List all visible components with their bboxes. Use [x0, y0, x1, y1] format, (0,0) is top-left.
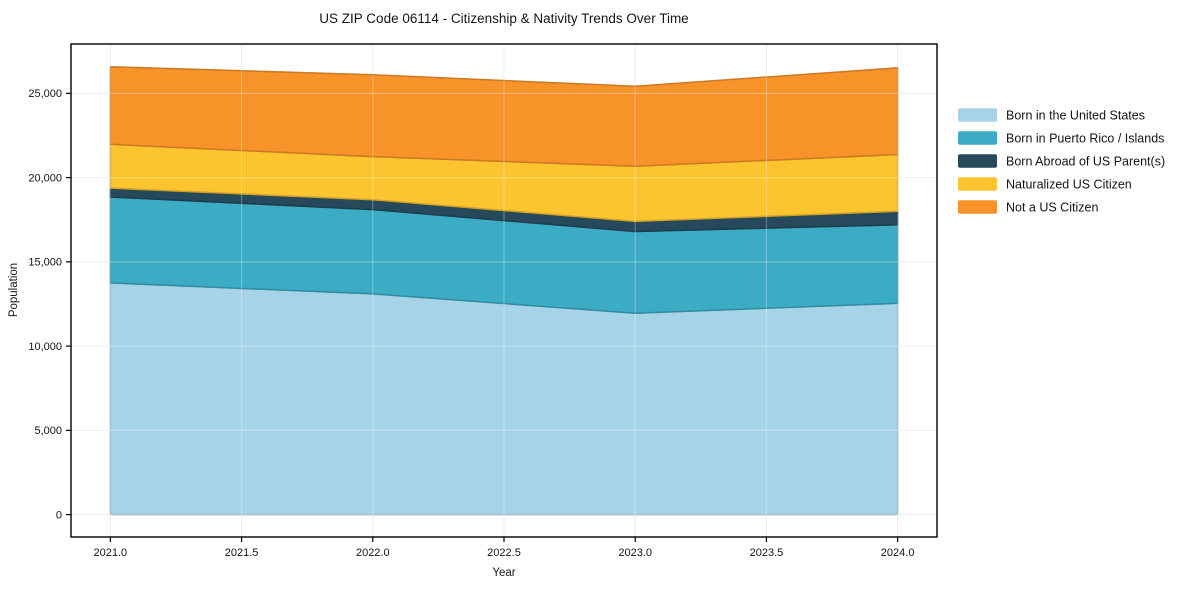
x-axis-ticks: 2021.0 2021.5 2022.0 2022.5 2023.0 2023.5 2024…: [94, 537, 915, 559]
legend-item: Born in Puerto Rico / Islands: [958, 131, 1164, 146]
y-tick-label: 0: [56, 509, 62, 521]
y-tick-label: 10,000: [28, 341, 62, 353]
y-tick-label: 5,000: [34, 425, 62, 437]
y-axis-label: Population: [8, 263, 20, 317]
legend-item: Born Abroad of US Parent(s): [958, 154, 1165, 169]
legend-swatch: [958, 177, 997, 191]
x-tick-label: 2021.5: [225, 547, 259, 559]
legend-swatch: [958, 108, 997, 122]
y-tick-label: 25,000: [28, 88, 62, 100]
x-tick-label: 2022.0: [356, 547, 390, 559]
legend-label: Born in the United States: [1006, 109, 1145, 123]
y-tick-label: 20,000: [28, 172, 62, 184]
chart-title: US ZIP Code 06114 - Citizenship & Nativi…: [319, 11, 688, 26]
x-tick-label: 2021.0: [94, 547, 128, 559]
x-tick-label: 2023.0: [618, 547, 652, 559]
area-not-a-us-citizen: [109, 65, 899, 168]
legend-swatch: [958, 154, 997, 168]
gridline-overlay: [71, 44, 937, 537]
y-tick-label: 15,000: [28, 257, 62, 269]
legend-swatch: [958, 131, 997, 145]
x-tick-label: 2022.5: [487, 547, 521, 559]
x-tick-label: 2024.0: [881, 547, 915, 559]
y-axis-ticks: 0 5,000 10,000 15,000 20,000 25,000: [28, 88, 71, 521]
legend-item: Not a US Citizen: [958, 200, 1098, 215]
legend-item: Naturalized US Citizen: [958, 177, 1132, 192]
area-series-group: [109, 65, 899, 516]
legend-label: Naturalized US Citizen: [1006, 178, 1132, 192]
legend-swatch: [958, 200, 997, 214]
legend: Born in the United States Born in Puerto …: [958, 108, 1165, 215]
x-axis-label: Year: [492, 567, 515, 579]
legend-label: Born Abroad of US Parent(s): [1006, 155, 1165, 169]
x-tick-label: 2023.5: [750, 547, 784, 559]
legend-label: Not a US Citizen: [1006, 201, 1098, 215]
legend-item: Born in the United States: [958, 108, 1145, 123]
legend-label: Born in Puerto Rico / Islands: [1006, 132, 1164, 146]
